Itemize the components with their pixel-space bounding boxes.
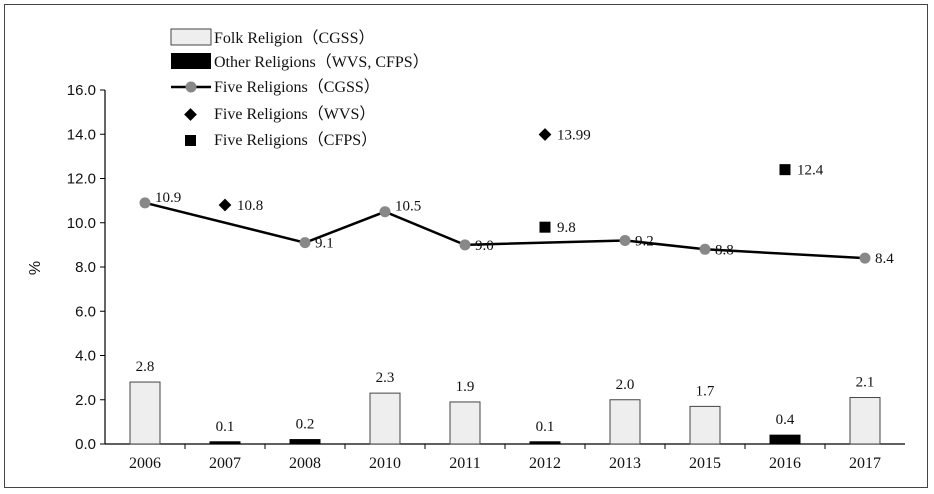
legend-swatch-other-religions <box>171 53 211 69</box>
data-label: 9.1 <box>315 236 334 252</box>
data-label: 8.4 <box>875 251 894 267</box>
axes: 0.0 2.0 4.0 6.0 8.0 10.0 12.0 14.0 16.0 2006 2007 2… <box>67 82 905 472</box>
scatter-point-square <box>539 221 551 233</box>
data-label: 10.5 <box>395 199 421 215</box>
data-label: 8.8 <box>715 242 734 258</box>
data-label: 0.4 <box>776 412 795 428</box>
data-label: 2.8 <box>136 359 155 375</box>
x-tick-label: 2011 <box>449 455 480 472</box>
legend-swatch-five-religions-cfps <box>185 135 196 146</box>
y-tick-label: 16.0 <box>67 82 96 99</box>
data-label: 2.0 <box>616 377 635 393</box>
y-tick-label: 6.0 <box>75 303 96 320</box>
data-label: 10.8 <box>237 198 263 214</box>
bar <box>209 441 241 445</box>
bar <box>129 381 161 445</box>
y-tick-label: 8.0 <box>75 259 96 276</box>
data-label: 10.9 <box>155 190 181 206</box>
line-point <box>459 239 471 251</box>
bar <box>689 405 721 445</box>
data-label: 0.1 <box>536 419 555 435</box>
data-label: 0.1 <box>216 419 235 435</box>
x-tick-label: 2006 <box>129 455 161 472</box>
line-point <box>699 243 711 255</box>
y-tick-label: 2.0 <box>75 392 96 409</box>
line-point <box>139 197 151 209</box>
x-tick-label: 2017 <box>849 455 881 472</box>
bar <box>369 392 401 445</box>
data-label: 13.99 <box>557 127 591 143</box>
y-tick-label: 14.0 <box>67 126 96 143</box>
y-tick-label: 4.0 <box>75 348 96 365</box>
data-label: 12.4 <box>797 163 824 179</box>
bar <box>609 399 641 445</box>
legend-label-other-religions: Other Religions（WVS, CFPS） <box>214 53 429 71</box>
x-tick-label: 2008 <box>289 455 321 472</box>
data-label: 2.1 <box>856 375 875 391</box>
data-label: 9.0 <box>475 238 494 254</box>
legend-swatch-five-religions-cgss-marker <box>185 81 197 93</box>
data-label: 1.9 <box>456 379 475 395</box>
scatter-point-diamond <box>538 128 552 141</box>
legend-label-folk-religion: Folk Religion（CGSS） <box>214 29 374 47</box>
bar <box>449 401 481 445</box>
bar <box>289 439 321 445</box>
x-tick-label: 2012 <box>529 455 561 472</box>
x-tick-label: 2007 <box>209 455 241 472</box>
line-point <box>379 206 391 218</box>
y-tick-label: 0.0 <box>75 436 96 453</box>
legend: Folk Religion（CGSS） Other Religions（WVS,… <box>170 28 429 149</box>
scatter-point-diamond <box>218 198 232 212</box>
legend-swatch-folk-religion <box>170 28 212 46</box>
legend-swatch-five-religions-wvs <box>184 108 197 121</box>
x-tick-label: 2016 <box>769 455 801 472</box>
data-label: 2.3 <box>376 370 395 386</box>
legend-label-five-religions-cgss: Five Religions（CGSS） <box>214 78 380 96</box>
scatter-point-square <box>779 164 791 176</box>
bar <box>529 441 561 445</box>
bars <box>129 381 881 445</box>
legend-label-five-religions-wvs: Five Religions（WVS） <box>214 105 375 123</box>
x-tick-label: 2010 <box>369 455 401 472</box>
x-tick-label: 2015 <box>689 455 721 472</box>
y-tick-label: 12.0 <box>67 171 96 188</box>
bar <box>849 397 881 445</box>
data-labels: 2.8 2.3 1.9 2.0 1.7 2.1 0.1 0.2 0.1 0.4 10.9 9.1 10.… <box>136 127 895 434</box>
line-point <box>299 237 311 249</box>
data-label: 9.8 <box>557 220 576 236</box>
line-point <box>859 252 871 264</box>
data-label: 9.2 <box>635 233 654 249</box>
data-label: 0.2 <box>296 417 315 433</box>
bar <box>769 434 801 445</box>
y-axis-label: % <box>27 261 44 275</box>
data-label: 1.7 <box>696 383 715 399</box>
legend-label-five-religions-cfps: Five Religions（CFPS） <box>214 131 377 149</box>
line-point <box>619 234 631 246</box>
y-tick-label: 10.0 <box>67 215 96 232</box>
x-tick-label: 2013 <box>609 455 641 472</box>
